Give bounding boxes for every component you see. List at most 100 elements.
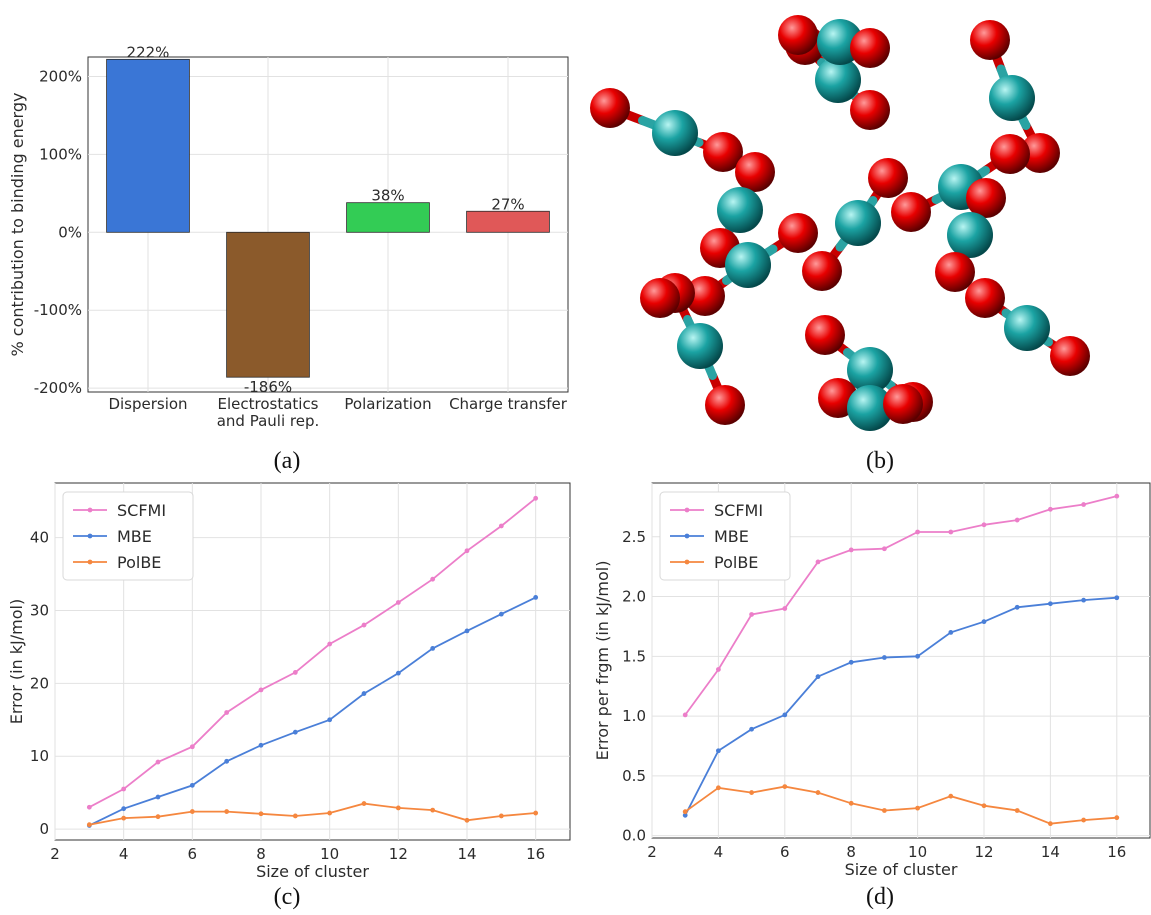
bar-value-label: 222%	[127, 43, 170, 61]
series-line-mbe	[684, 596, 1117, 816]
y-tick-label: 0%	[58, 223, 82, 241]
x-tick-label: Electrostatics and Pauli rep.	[217, 395, 320, 430]
data-point-scfmi	[292, 670, 298, 675]
data-point-scfmi	[430, 576, 436, 582]
co2-cluster-image	[590, 15, 1090, 431]
legend-label: PolBE	[117, 553, 161, 572]
data-point-polbe	[1014, 808, 1020, 813]
data-point-scfmi	[86, 804, 92, 810]
y-tick-label: 100%	[39, 145, 82, 163]
x-tick-label: 4	[119, 845, 129, 863]
data-point-polbe	[292, 813, 298, 819]
data-point-mbe	[782, 712, 788, 718]
x-tick-label: 6	[188, 845, 198, 863]
data-point-mbe	[430, 645, 436, 651]
y-tick-label: 2.0	[622, 588, 646, 606]
oxygen-atom	[850, 28, 890, 68]
data-point-mbe	[815, 674, 821, 680]
data-point-mbe	[292, 729, 298, 735]
data-point-polbe	[430, 807, 436, 813]
oxygen-atom	[850, 90, 890, 130]
x-tick-label: 2	[50, 845, 60, 863]
data-point-polbe	[815, 790, 821, 795]
line-chart-error-per-fragment: 2 4 6 8 10 12 14 16 0.0 0.5 1.0 1.5 2.0 2.5 SCFMI MBE Po…	[593, 482, 1151, 879]
series-line-polbe	[89, 802, 536, 826]
data-point-polbe	[189, 809, 195, 814]
legend-label: SCFMI	[714, 501, 763, 520]
data-point-mbe	[1014, 604, 1020, 610]
data-point-polbe	[782, 784, 788, 790]
data-point-mbe	[189, 782, 195, 788]
data-point-mbe	[361, 691, 367, 696]
data-point-mbe	[498, 611, 504, 617]
caption-d: (d)	[866, 884, 894, 910]
data-point-scfmi	[361, 622, 367, 628]
line-chart-error: 2 4 6 8 10 12 14 16 0 10 20 30 40 SCFMI MBE PolBE Size o…	[7, 482, 571, 881]
carbon-atom	[847, 385, 893, 431]
data-point-mbe	[464, 628, 470, 634]
data-point-mbe	[1081, 597, 1086, 603]
oxygen-atom	[868, 158, 908, 198]
y-tick-label: 30	[30, 602, 49, 620]
data-point-polbe	[533, 810, 539, 816]
data-point-scfmi	[498, 523, 504, 529]
data-point-polbe	[395, 805, 401, 811]
legend-label: MBE	[714, 527, 749, 546]
carbon-atom	[835, 200, 881, 246]
bar-1	[106, 58, 190, 233]
data-point-scfmi	[395, 600, 401, 605]
data-point-mbe	[981, 619, 987, 625]
oxygen-atom	[590, 88, 630, 128]
oxygen-atom	[802, 251, 842, 291]
x-tick-label: Charge transfer	[449, 395, 568, 413]
data-point-mbe	[533, 594, 539, 600]
data-point-scfmi	[464, 548, 470, 554]
data-point-polbe	[224, 809, 230, 814]
data-point-scfmi	[749, 612, 754, 617]
bar-value-label: -186%	[244, 378, 292, 396]
legend-label: PolBE	[714, 553, 758, 572]
data-point-polbe	[498, 813, 504, 819]
data-point-polbe	[848, 800, 854, 806]
data-point-mbe	[1048, 601, 1053, 607]
data-point-scfmi	[155, 759, 161, 765]
data-point-polbe	[1081, 817, 1086, 823]
y-tick-label: 200%	[39, 67, 82, 85]
data-point-scfmi	[882, 546, 887, 552]
carbon-atom	[947, 212, 993, 258]
x-tick-label: 14	[457, 845, 476, 863]
data-point-scfmi	[327, 641, 333, 647]
x-tick-label: 10	[320, 845, 339, 863]
data-point-scfmi	[1114, 493, 1120, 499]
data-point-mbe	[395, 670, 401, 676]
oxygen-atom	[1050, 336, 1090, 376]
y-axis-title: % contribution to binding energy	[8, 93, 27, 357]
data-point-polbe	[882, 808, 887, 813]
legend	[659, 491, 791, 581]
data-point-polbe	[1048, 821, 1053, 827]
caption-a: (a)	[273, 448, 301, 474]
data-point-mbe	[948, 630, 954, 635]
data-point-scfmi	[1081, 502, 1086, 507]
x-tick-label: 16	[526, 845, 545, 863]
carbon-atom	[815, 57, 861, 103]
x-tick-label: Dispersion	[108, 395, 187, 413]
oxygen-atom	[883, 384, 923, 424]
x-axis-title: Size of cluster	[845, 860, 958, 879]
carbon-atom	[725, 242, 771, 288]
oxygen-atom	[778, 15, 818, 55]
data-point-scfmi	[915, 529, 920, 535]
oxygen-atom	[935, 252, 975, 292]
data-point-polbe	[981, 803, 987, 809]
data-point-polbe	[749, 790, 754, 795]
oxygen-atom	[990, 134, 1030, 174]
data-point-mbe	[121, 806, 127, 812]
y-tick-label: 20	[30, 674, 49, 692]
data-point-polbe	[1114, 815, 1120, 821]
data-point-scfmi	[815, 559, 821, 565]
data-point-polbe	[86, 822, 92, 828]
y-axis-title: Error per frgm (in kJ/mol)	[593, 561, 612, 761]
carbon-atom	[652, 110, 698, 156]
data-point-scfmi	[533, 495, 539, 501]
legend-marker	[684, 533, 690, 539]
